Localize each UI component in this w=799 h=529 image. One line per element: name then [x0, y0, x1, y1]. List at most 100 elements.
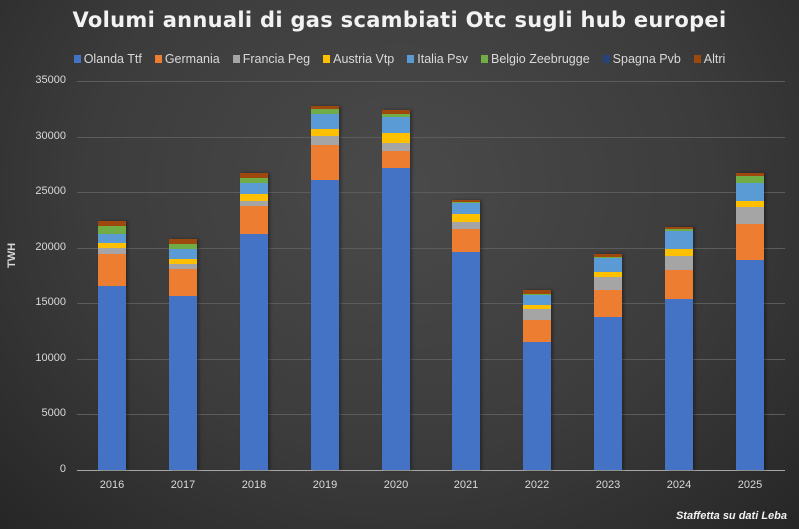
legend-label: Italia Psv: [417, 52, 468, 66]
bar-segment: [594, 277, 622, 290]
bar-segment: [169, 248, 197, 259]
legend-label: Belgio Zeebrugge: [490, 52, 590, 66]
bar-segment: [452, 203, 480, 215]
bar-segment: [736, 259, 764, 470]
bar-segment: [311, 144, 339, 180]
x-tick-label: 2016: [99, 479, 125, 491]
legend-label: Spagna Pvb: [612, 52, 681, 66]
bar-stack-2016: [98, 221, 126, 470]
bar-segment: [382, 168, 410, 470]
legend-swatch-icon: [693, 55, 701, 63]
bar-segment: [382, 142, 410, 151]
x-tick-label: 2022: [524, 479, 550, 491]
bar-segment: [98, 242, 126, 248]
bar-segment: [452, 222, 480, 230]
bar-segment: [169, 258, 197, 264]
y-tick-label: 5000: [41, 407, 66, 419]
bar-stack-2024: [665, 227, 693, 470]
x-tick-label: 2018: [241, 479, 267, 491]
legend-item: Italia Psv: [407, 52, 468, 66]
bar-segment: [736, 173, 764, 176]
legend-item: Belgio Zeebrugge: [480, 52, 590, 66]
y-tick-label: 25000: [35, 185, 66, 197]
x-tick-label: 2024: [666, 479, 692, 491]
bar-segment: [240, 183, 268, 195]
legend-swatch-icon: [480, 55, 488, 63]
legend-label: Germania: [164, 52, 220, 66]
bar-segment: [523, 290, 551, 294]
bar-segment: [240, 178, 268, 184]
bar-segment: [523, 308, 551, 320]
legend-label: Olanda Ttf: [83, 52, 142, 66]
bar-segment: [311, 106, 339, 109]
bar-segment: [594, 317, 622, 470]
y-tick-label: 0: [59, 463, 66, 475]
bar-segment: [736, 200, 764, 207]
bar-segment: [594, 254, 622, 258]
bar-segment: [452, 229, 480, 253]
bar-segment: [594, 272, 622, 278]
bar-segment: [98, 247, 126, 254]
y-tick-label: 20000: [35, 241, 66, 253]
bar-segment: [98, 221, 126, 227]
x-axis-line: [77, 470, 785, 471]
legend-item: Germania: [154, 52, 220, 66]
x-tick-label: 2023: [595, 479, 621, 491]
legend-label: Altri: [703, 52, 726, 66]
bar-segment: [311, 179, 339, 470]
bar-segment: [594, 289, 622, 318]
legend-swatch-icon: [407, 55, 415, 63]
y-tick-label: 30000: [35, 130, 66, 142]
bar-segment: [382, 110, 410, 114]
bar-segment: [169, 243, 197, 249]
chart-title: Volumi annuali di gas scambiati Otc sugl…: [72, 8, 727, 32]
gridline: [77, 137, 785, 138]
bar-segment: [452, 214, 480, 223]
source-note: Staffetta su dati Leba: [675, 510, 787, 522]
bar-segment: [665, 229, 693, 232]
y-tick-label: 15000: [35, 296, 66, 308]
x-tick-label: 2020: [383, 479, 409, 491]
x-tick-label: 2017: [170, 479, 196, 491]
legend-swatch-icon: [602, 55, 610, 63]
bar-segment: [736, 175, 764, 184]
bar-segment: [452, 252, 480, 470]
bar-segment: [382, 116, 410, 133]
chart-legend: Olanda Ttf Germania Francia Peg Austria Vtp…: [0, 52, 799, 66]
bar-segment: [736, 223, 764, 260]
bar-stack-2017: [169, 238, 197, 470]
bar-segment: [665, 248, 693, 256]
bar-segment: [736, 183, 764, 201]
legend-item: Spagna Pvb: [602, 52, 681, 66]
bar-segment: [240, 173, 268, 179]
x-tick-label: 2019: [312, 479, 338, 491]
legend-swatch-icon: [232, 55, 240, 63]
bar-segment: [523, 342, 551, 470]
bar-stack-2019: [311, 106, 339, 470]
gridline: [77, 248, 785, 249]
y-tick-label: 35000: [35, 74, 66, 86]
legend-item: Austria Vtp: [323, 52, 394, 66]
bar-segment: [736, 206, 764, 224]
bar-segment: [452, 200, 480, 203]
gridline: [77, 359, 785, 360]
bar-segment: [523, 304, 551, 309]
bar-stack-2025: [736, 173, 764, 470]
bar-stack-2018: [240, 173, 268, 470]
bar-segment: [382, 113, 410, 117]
x-tick-label: 2025: [737, 479, 763, 491]
bar-stack-2021: [452, 200, 480, 470]
bar-segment: [594, 258, 622, 273]
bar-segment: [311, 113, 339, 129]
bar-segment: [665, 227, 693, 230]
bar-segment: [98, 286, 126, 470]
legend-item: Olanda Ttf: [73, 52, 142, 66]
bar-segment: [452, 202, 480, 204]
bar-segment: [523, 319, 551, 343]
bar-stack-2023: [594, 254, 622, 470]
bar-segment: [665, 298, 693, 470]
bar-segment: [523, 294, 551, 305]
bar-segment: [240, 234, 268, 470]
legend-swatch-icon: [323, 55, 331, 63]
